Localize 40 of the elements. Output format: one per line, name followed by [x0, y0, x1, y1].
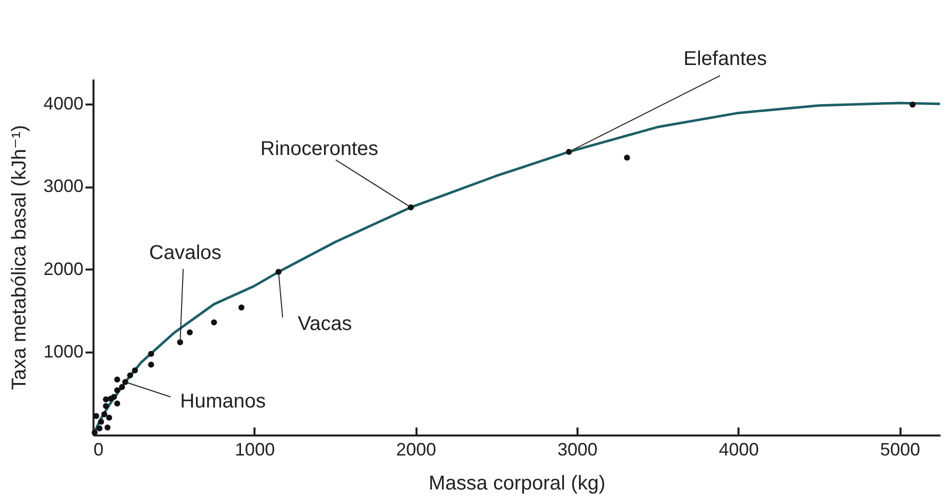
annotation: Cavalos [149, 242, 222, 264]
point [106, 414, 112, 421]
point [114, 376, 120, 383]
x-tick-label: 3000 [557, 440, 598, 460]
point [238, 304, 244, 310]
point [102, 396, 109, 402]
x-tick-label: 0 [94, 440, 104, 460]
point [119, 384, 126, 390]
x-tick-label: 4000 [718, 440, 759, 460]
point [93, 412, 100, 419]
annotation: Elefantes [683, 48, 767, 70]
point [102, 403, 109, 410]
x-tick-label: 1000 [234, 440, 275, 460]
y-tick-label: 3000 [43, 176, 84, 196]
annotation: Vacas [298, 312, 352, 335]
point [96, 425, 102, 432]
y-axis-title: Taxa metabólica basal (kJh⁻¹) [8, 124, 30, 390]
point [114, 400, 120, 407]
y-tick-label: 1000 [43, 342, 84, 362]
point [98, 418, 104, 425]
point [127, 372, 134, 378]
y-tick-label: 4000 [43, 93, 84, 114]
x-tick-label: 2000 [396, 440, 436, 460]
x-tick-label: 5000 [880, 440, 920, 460]
point [132, 367, 138, 374]
point [92, 430, 98, 436]
x-axis-title: Massa corporal (kg) [428, 472, 606, 494]
point [910, 102, 916, 108]
point [186, 329, 193, 336]
point [110, 394, 117, 400]
point [211, 319, 217, 326]
point [148, 362, 154, 368]
point [101, 411, 108, 418]
y-tick-label: 2000 [43, 258, 84, 279]
annotation: Humanos [180, 390, 266, 413]
point [114, 387, 120, 394]
point [148, 350, 154, 357]
point [104, 424, 111, 431]
point [624, 154, 630, 161]
annotation: Rinocerontes [260, 138, 378, 160]
